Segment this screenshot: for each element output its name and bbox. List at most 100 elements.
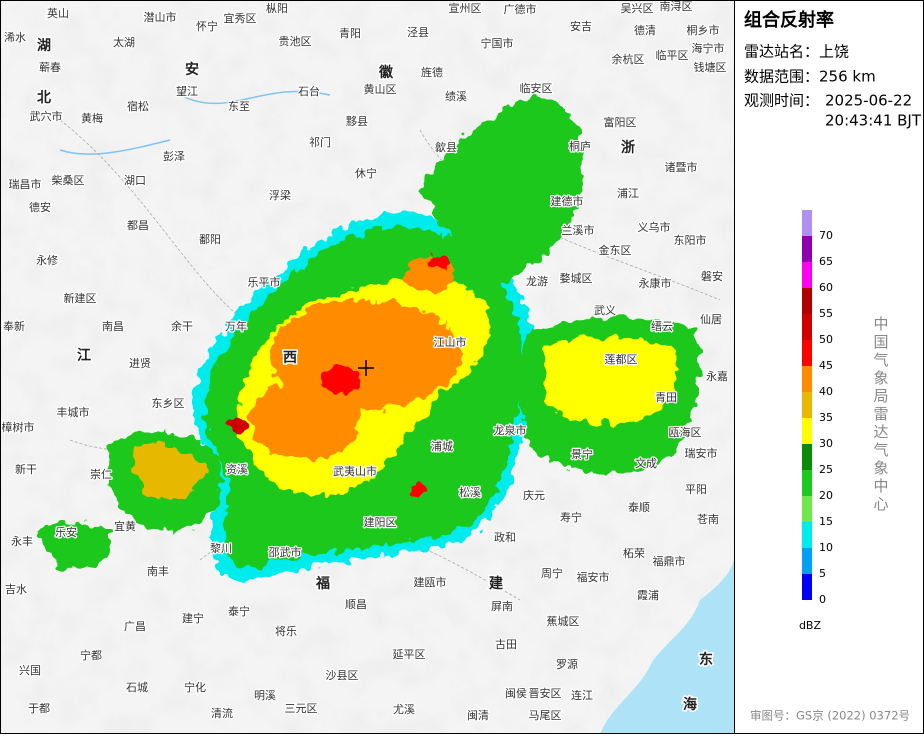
echo-yellow-east: [545, 338, 677, 424]
region-label: 安: [185, 61, 199, 78]
place-label: 南浔区: [660, 0, 693, 13]
place-label: 柘荣: [623, 546, 645, 560]
place-label: 柴桑区: [52, 173, 85, 187]
place-label: 吴兴区: [621, 2, 654, 15]
place-label: 瑞安市: [685, 446, 718, 460]
legend-swatch: [802, 548, 812, 574]
region-label: 福: [315, 575, 330, 592]
legend-swatch: [802, 574, 812, 600]
place-label: 安吉: [570, 19, 592, 33]
place-label: 周宁: [541, 566, 563, 580]
panel-title: 组合反射率: [744, 9, 834, 31]
legend-swatch: [802, 418, 812, 444]
panel-bg: [734, 0, 924, 734]
legend-swatch: [802, 522, 812, 548]
place-label: 兰溪市: [562, 223, 595, 237]
place-label: 南丰: [147, 565, 169, 578]
place-label: 德清: [634, 23, 656, 37]
place-label: 新建区: [64, 291, 97, 305]
region-label: 东: [699, 651, 713, 668]
place-label: 临平区: [656, 48, 689, 62]
place-label: 东乡区: [152, 397, 185, 410]
place-label: 鄱阳: [199, 233, 221, 246]
place-label: 屏南: [491, 600, 513, 613]
legend-label: 65: [819, 255, 833, 268]
place-label: 余干: [171, 319, 193, 333]
place-label: 湖口: [124, 174, 146, 187]
legend-label: 10: [819, 541, 833, 554]
legend-label: 55: [819, 307, 833, 320]
place-label: 延平区: [393, 648, 426, 661]
place-label: 永丰: [11, 534, 33, 548]
place-label: 新干: [15, 462, 37, 476]
echo-orange: [250, 380, 360, 460]
place-label: 黄山区: [364, 82, 397, 96]
place-label: 尤溪: [393, 703, 415, 716]
place-label: 崇仁: [90, 468, 112, 481]
station: 雷达站名：上饶: [744, 43, 849, 61]
place-label: 寿宁: [560, 510, 582, 524]
place-label: 黟县: [346, 115, 368, 128]
place-label: 莲都区: [605, 353, 638, 366]
place-label: 蕲春: [39, 61, 61, 74]
place-label: 宜秀区: [224, 11, 257, 25]
place-label: 缙云: [651, 319, 673, 333]
place-label: 泾县: [407, 26, 429, 39]
place-label: 闽清: [467, 709, 489, 722]
place-label: 建阳区: [364, 515, 397, 529]
agency: 中国气象局雷达气象中心: [872, 316, 890, 514]
place-label: 明溪: [254, 689, 276, 702]
place-label: 瓯海区: [669, 425, 702, 439]
place-label: 浮梁: [269, 188, 291, 202]
place-label: 旌德: [421, 65, 443, 79]
legend-swatch: [802, 210, 812, 236]
place-label: 兴国: [19, 664, 41, 677]
region-label: 浙: [621, 139, 635, 156]
place-label: 进贤: [129, 357, 151, 370]
place-label: 桐庐: [569, 139, 591, 153]
place-label: 浦城: [431, 440, 453, 453]
range: 数据范围：256 km: [744, 68, 876, 86]
place-label: 贵池区: [279, 35, 312, 48]
place-label: 青阳: [339, 27, 361, 40]
echo-red: [320, 366, 360, 394]
place-label: 永康市: [639, 276, 672, 290]
place-label: 庆元: [523, 488, 545, 502]
place-label: 松溪: [459, 485, 481, 499]
legend-label: 15: [819, 515, 833, 528]
place-label: 东阳市: [674, 233, 707, 247]
radar-station: [358, 360, 374, 376]
legend-swatch: [802, 392, 812, 418]
place-label: 都昌: [127, 219, 149, 232]
place-label: 彭泽: [163, 149, 185, 163]
echo-red: [229, 418, 247, 432]
place-label: 仙居: [700, 313, 722, 326]
legend-swatch: [802, 470, 812, 496]
legend-label: 25: [819, 463, 833, 476]
place-label: 东至: [228, 100, 250, 113]
place-label: 龙泉市: [494, 423, 527, 437]
echo-ne: [420, 98, 585, 285]
place-label: 绩溪: [445, 90, 467, 103]
place-label: 余杭区: [612, 52, 645, 66]
place-label: 清流: [211, 706, 233, 720]
place-label: 南昌: [102, 320, 124, 333]
echo-red: [428, 254, 448, 270]
place-label: 晋安区: [529, 686, 562, 700]
legend-label: 0: [819, 593, 826, 606]
river: [59, 90, 331, 155]
place-label: 江山市: [434, 335, 467, 349]
footer: 审图号：GS京 (2022) 0372号: [750, 709, 910, 723]
region-label: 北: [37, 90, 51, 106]
place-label: 宁化: [184, 680, 206, 694]
place-label: 桐乡市: [687, 23, 720, 37]
place-label: 建宁: [182, 611, 204, 625]
place-label: 蕉城区: [547, 615, 580, 628]
place-label: 建瓯市: [414, 575, 447, 589]
legend-swatch: [802, 444, 812, 470]
place-label: 文成: [635, 456, 657, 470]
place-label: 瑞昌市: [9, 177, 42, 191]
place-label: 乐安: [55, 525, 77, 539]
region-label: 徽: [378, 64, 394, 81]
